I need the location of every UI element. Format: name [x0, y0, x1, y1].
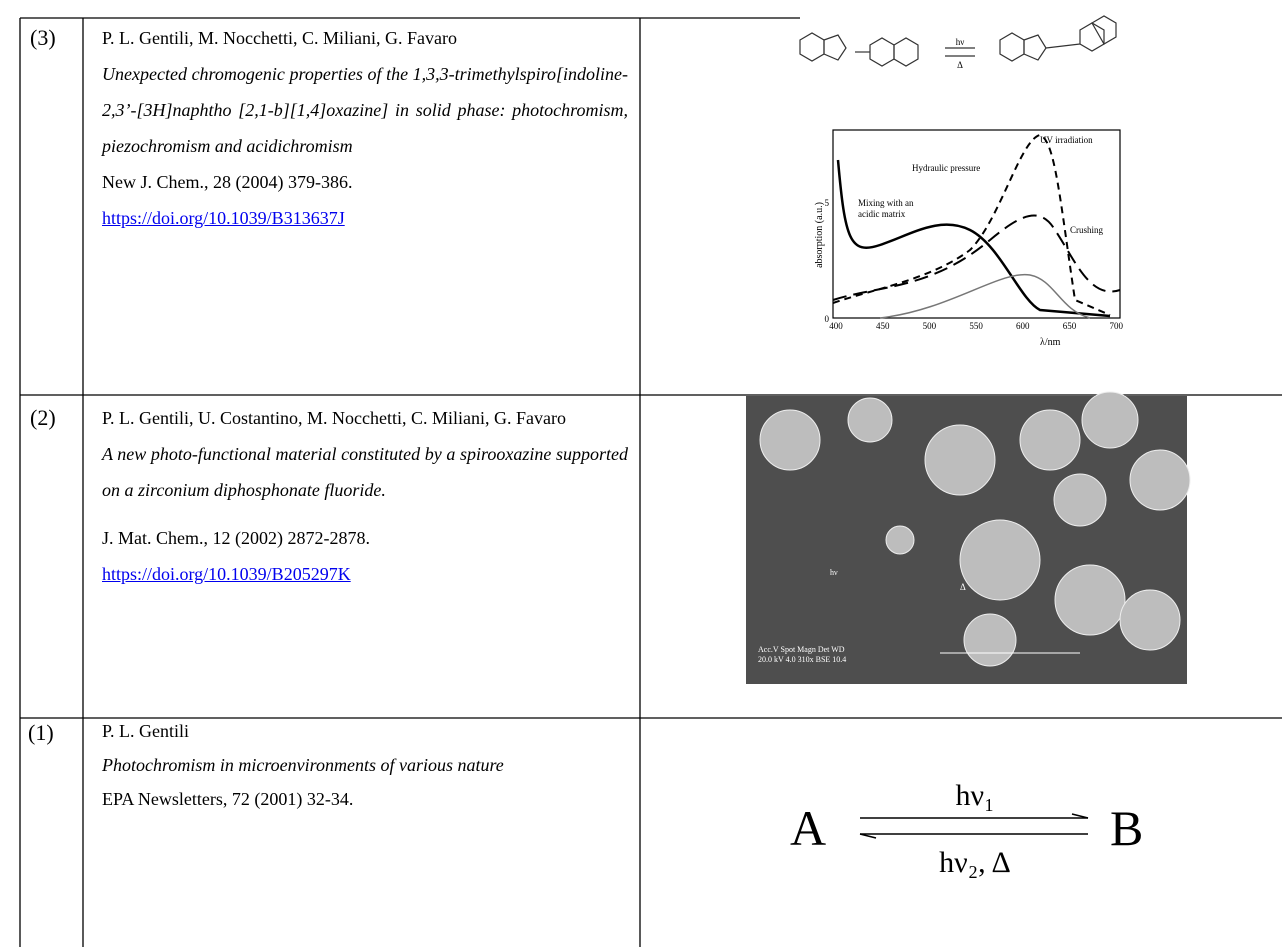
tick-label: 400 [829, 321, 843, 331]
species: B [1110, 800, 1143, 856]
micrograph [746, 391, 1191, 684]
row-number: (2) [30, 405, 56, 430]
arrow-label: Δ [960, 582, 966, 592]
citation: P. L. Gentili, M. Nocchetti, C. Miliani,… [102, 20, 628, 236]
caption: Acc.V Spot Magn Det WD [758, 645, 845, 654]
authors: P. L. Gentili, M. Nocchetti, C. Miliani,… [102, 28, 457, 48]
row-number: (3) [30, 25, 56, 50]
journal: EPA Newsletters, 72 (2001) 32-34. [102, 789, 354, 809]
spectrum-figure [832, 129, 1121, 319]
tick-label: 550 [969, 321, 983, 331]
equilibrium [859, 813, 1089, 839]
annotation: acidic matrix [858, 209, 906, 219]
annotation: Mixing with an [858, 198, 914, 208]
authors: P. L. Gentili [102, 721, 190, 741]
tick-label: 450 [876, 321, 890, 331]
paper-title: Photochromism in microenvironments of va… [102, 755, 504, 775]
axis-label: λ/nm [1040, 337, 1061, 348]
arrow-label: hν [830, 568, 838, 577]
annotation: UV irradiation [1040, 135, 1093, 145]
citation: P. L. Gentili, U. Costantino, M. Nocchet… [102, 400, 628, 592]
journal: J. Mat. Chem., 12 (2002) 2872-2878. [102, 528, 370, 548]
tick-label: 650 [1063, 321, 1077, 331]
arrow-label: hν₁ [955, 779, 994, 812]
citation: P. L. Gentili Photochromism in microenvi… [102, 720, 628, 810]
micrograph-text: hν Δ Acc.V Spot Magn Det WD 20.0 kV 4.0 … [758, 568, 966, 664]
row-number: (1) [28, 720, 54, 745]
authors: P. L. Gentili, U. Costantino, M. Nocchet… [102, 408, 566, 428]
axis-label: absorption (a.u.) [814, 202, 825, 268]
tick-label: 500 [923, 321, 937, 331]
arrow-label: Δ [957, 60, 963, 70]
tick-label: 0 [825, 314, 830, 324]
annotation: Hydraulic pressure [912, 163, 980, 173]
journal: New J. Chem., 28 (2004) 379-386. [102, 172, 353, 192]
structure-figure [799, 15, 1117, 67]
arrow-label: hν₂, Δ [939, 846, 1011, 879]
tick-label: 600 [1016, 321, 1030, 331]
annotation: Crushing [1070, 225, 1104, 235]
doi-link[interactable]: https://doi.org/10.1039/B205297K [102, 564, 351, 584]
caption: 20.0 kV 4.0 310x BSE 10.4 [758, 655, 846, 664]
arrow-label: hν [956, 37, 965, 47]
paper-title: Unexpected chromogenic properties of the… [102, 64, 628, 156]
chart-annotations: UV irradiation Hydraulic pressure Mixing… [814, 135, 1123, 348]
doi-link[interactable]: https://doi.org/10.1039/B313637J [102, 208, 345, 228]
species: A [790, 800, 826, 856]
paper-title: A new photo-functional material constitu… [102, 444, 628, 500]
tick-label: 5 [825, 198, 830, 208]
tick-label: 700 [1109, 321, 1123, 331]
